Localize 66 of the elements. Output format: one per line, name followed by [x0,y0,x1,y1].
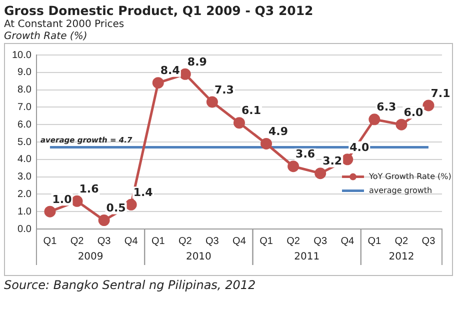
y-tick-label: 9.0 [18,67,32,78]
x-tick-label: Q3 [422,236,436,247]
y-tick-label: 8.0 [18,84,32,96]
y-tick-label: 4.0 [18,154,32,166]
point [260,138,272,150]
data-label: 6.0 [404,106,424,119]
x-tick-label: Q3 [314,236,328,247]
y-tick-label: 10.0 [12,50,32,61]
x-tick-label: Q1 [151,236,166,247]
x-tick-label: Q2 [70,236,84,247]
y-tick-label: 7.0 [18,102,32,113]
data-label: 7.1 [430,86,450,100]
y-tick-label: 1.0 [18,206,32,218]
x-tick-label: Q1 [260,236,274,247]
data-label: 1.0 [52,192,72,206]
data-label: 4.9 [268,125,288,138]
x-tick-label: Q2 [178,236,192,247]
text: 2012 [388,252,414,263]
data-label: 8.4 [160,64,180,78]
y-axis-title: Growth Rate (%) [4,31,88,42]
x-tick-label: Q2 [286,236,300,247]
y-tick-label: 3.0 [18,172,32,183]
data-label: 7.3 [214,83,234,96]
data-label: 6.3 [376,100,396,114]
y-tick-label: 2.0 [18,188,32,200]
x-tick-label: Q2 [394,236,409,247]
x-tick-label: Q1 [368,236,382,247]
data-label: 0.5 [106,202,126,215]
x-tick-label: Q3 [206,236,220,247]
point [98,214,110,226]
point [422,100,434,112]
data-label: 8.9 [187,56,207,68]
legend-label: YoY Growth Rate (%) [368,172,452,181]
chart-title: Gross Domestic Product, Q1 2009 - Q3 2012 [4,3,314,18]
point [206,96,218,108]
y-tick-label: 0.0 [18,224,32,235]
data-label: 1.6 [79,182,100,196]
text: 2009 [78,252,104,263]
data-label: 1.4 [133,186,154,199]
data-label: 3.2 [322,154,342,168]
point [233,117,245,129]
x-tick-label: Q4 [340,236,354,247]
chart-subtitle: At Constant 2000 Prices [4,19,126,30]
legend-label: average growth [369,186,432,195]
x-tick-label: Q4 [124,236,138,247]
point [288,160,300,172]
x-tick-label: Q3 [97,236,112,247]
source-note: Source: Bangko Sentral ng Pilipinas, 2012 [4,278,257,292]
data-label: 6.1 [241,104,261,118]
point [125,198,137,210]
point [342,154,354,166]
point [179,68,191,80]
point [396,118,408,130]
text: 2011 [294,252,320,263]
data-label: 4.0 [350,140,370,154]
point [314,168,326,180]
text: 2010 [186,252,212,263]
x-tick-label: Q4 [232,236,246,247]
x-tick-label: Q1 [43,236,58,247]
point [44,206,56,218]
data-label: 3.6 [296,148,316,161]
y-tick-label: 5.0 [18,136,32,148]
y-tick-label: 6.0 [18,119,32,130]
point [152,77,164,89]
point [71,195,83,207]
point [368,114,380,126]
